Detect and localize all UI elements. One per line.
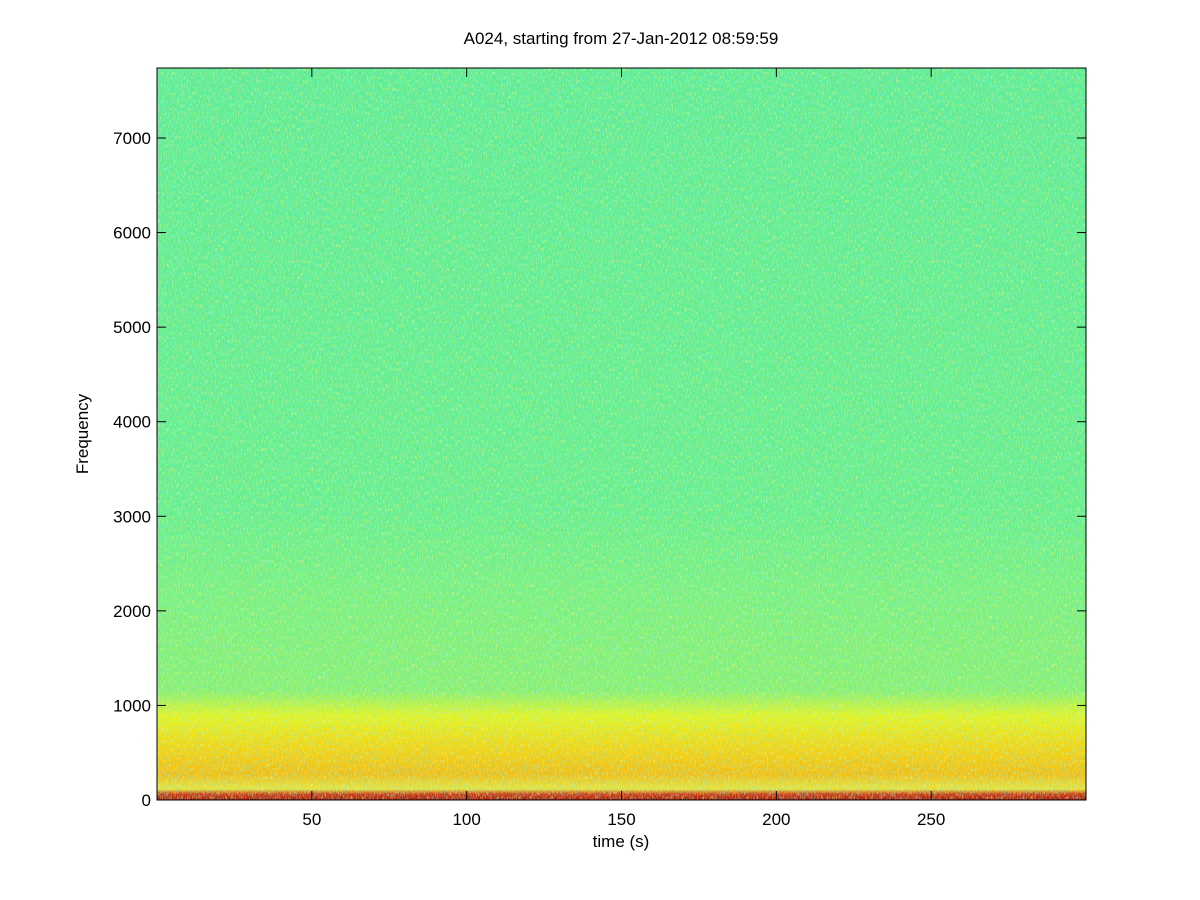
x-tick-label: 50 (302, 810, 321, 829)
y-axis-label: Frequency (73, 393, 92, 474)
y-tick-label: 0 (142, 791, 151, 810)
y-tick-label: 4000 (113, 413, 151, 432)
y-tick-label: 7000 (113, 129, 151, 148)
y-tick-label: 1000 (113, 696, 151, 715)
spectrogram-noise (157, 68, 1086, 800)
x-tick-label: 250 (917, 810, 945, 829)
spectrogram-image (156, 67, 1087, 801)
chart-title: A024, starting from 27-Jan-2012 08:59:59 (464, 29, 779, 48)
y-tick-label: 6000 (113, 224, 151, 243)
x-tick-label: 100 (452, 810, 480, 829)
y-tick-label: 5000 (113, 318, 151, 337)
x-axis-label: time (s) (593, 832, 650, 851)
x-tick-label: 150 (607, 810, 635, 829)
x-tick-label: 200 (762, 810, 790, 829)
y-tick-label: 3000 (113, 507, 151, 526)
y-tick-label: 2000 (113, 602, 151, 621)
